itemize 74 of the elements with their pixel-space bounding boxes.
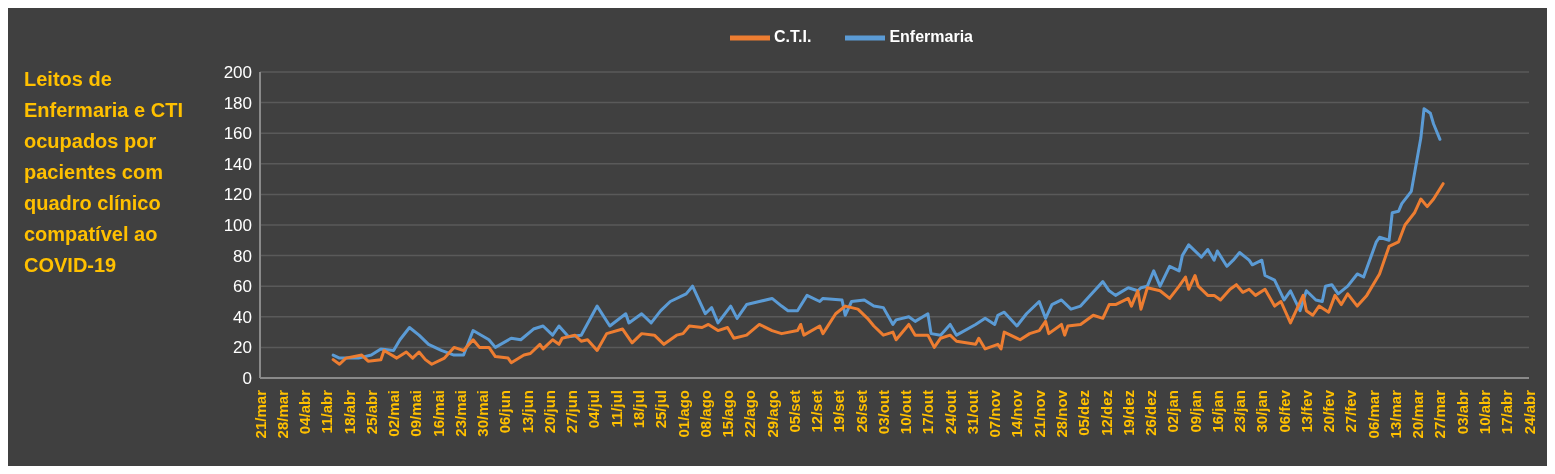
y-tick-label: 80 <box>233 246 252 266</box>
x-tick-label: 23/mai <box>451 390 469 437</box>
x-tick-label: 13/jun <box>518 390 536 434</box>
x-tick-label: 08/ago <box>696 390 714 438</box>
x-tick-label: 10/abr <box>1475 389 1493 435</box>
x-tick-label: 30/jan <box>1253 390 1271 433</box>
x-tick-label: 20/fev <box>1320 389 1338 433</box>
text: Leitos de Enfermaria e CTI ocupados por pacientes com quadro clínico compatível ao COVID-19 <box>23 67 184 278</box>
y-tick-label: 180 <box>223 93 252 113</box>
x-tick-label: 16/jan <box>1208 390 1226 433</box>
x-tick-label: 27/jun <box>563 390 581 434</box>
x-tick-label: 16/mai <box>429 390 447 437</box>
y-tick-label: 160 <box>223 124 252 144</box>
x-tick-label: 20/mar <box>1409 389 1427 439</box>
x-tick-label: 10/out <box>897 390 915 435</box>
x-tick-label: 24/out <box>941 390 959 435</box>
x-tick-label: 23/jan <box>1231 390 1249 433</box>
x-tick-label: 18/jul <box>629 390 647 429</box>
x-tick-label: 03/abr <box>1453 389 1471 435</box>
x-tick-label: 24/abr <box>1520 389 1538 435</box>
x-tick-label: 06/fev <box>1275 389 1293 433</box>
x-tick-label: 19/set <box>830 390 848 433</box>
x-tick-label: 19/dez <box>1119 390 1137 436</box>
x-tick-label: 17/abr <box>1498 389 1516 435</box>
x-tick-label: 25/abr <box>362 389 380 435</box>
x-tick-label: 04/jul <box>585 390 603 429</box>
y-tick-label: 60 <box>233 277 252 297</box>
x-tick-label: 30/mai <box>474 390 492 437</box>
x-tick-label: 04/abr <box>296 389 314 435</box>
legend-label: C.T.I. <box>774 28 812 46</box>
x-tick-label: 01/ago <box>674 390 692 438</box>
x-tick-label: 11/jul <box>607 390 625 428</box>
x-tick-label: 12/dez <box>1097 390 1115 436</box>
x-tick-label: 25/jul <box>652 390 670 429</box>
x-tick-label: 07/nov <box>986 389 1004 438</box>
x-tick-label: 06/jun <box>496 390 514 434</box>
y-tick-label: 120 <box>223 185 252 205</box>
line-series <box>331 107 1442 360</box>
x-tick-label: 02/mai <box>385 390 403 437</box>
x-tick-label: 21/nov <box>1030 389 1048 438</box>
x-tick-label: 20/jun <box>540 390 558 434</box>
x-tick-label: 15/ago <box>719 390 737 438</box>
x-tick-label: 28/nov <box>1052 389 1070 438</box>
x-tick-label: 22/ago <box>741 390 759 438</box>
x-tick-label: 21/mar <box>251 389 269 439</box>
y-tick-label: 140 <box>223 154 252 174</box>
x-tick-label: 17/out <box>919 390 937 435</box>
y-tick-label: 100 <box>223 216 252 236</box>
x-tick-label: 03/out <box>874 390 892 435</box>
x-tick-label: 26/dez <box>1142 390 1160 436</box>
x-tick-label: 28/mar <box>273 389 291 439</box>
x-tick-label: 05/set <box>785 390 803 433</box>
y-tick-label: 20 <box>233 338 252 358</box>
x-tick-label: 06/mar <box>1364 389 1382 439</box>
y-tick-label: 40 <box>233 307 252 327</box>
x-tick-label: 05/dez <box>1075 390 1093 436</box>
x-tick-label: 13/mar <box>1386 389 1404 439</box>
x-tick-label: 29/ago <box>763 390 781 438</box>
x-tick-label: 02/jan <box>1164 390 1182 433</box>
legend-label: Enfermaria <box>889 28 973 46</box>
x-tick-label: 18/abr <box>340 389 358 435</box>
x-tick-label: 09/mai <box>407 390 425 437</box>
y-tick-label: 0 <box>242 369 252 389</box>
x-tick-label: 09/jan <box>1186 390 1204 433</box>
x-tick-label: 11/abr <box>318 389 336 434</box>
x-tick-label: 27/fev <box>1342 389 1360 433</box>
x-tick-label: 13/fev <box>1297 389 1315 433</box>
x-tick-label: 14/nov <box>1008 389 1026 438</box>
y-tick-label: 200 <box>223 63 252 83</box>
x-tick-label: 27/mar <box>1431 389 1449 439</box>
x-tick-label: 12/set <box>808 390 826 433</box>
x-tick-label: 26/set <box>852 390 870 433</box>
x-tick-label: 31/out <box>963 390 981 435</box>
line-series <box>331 182 1445 366</box>
